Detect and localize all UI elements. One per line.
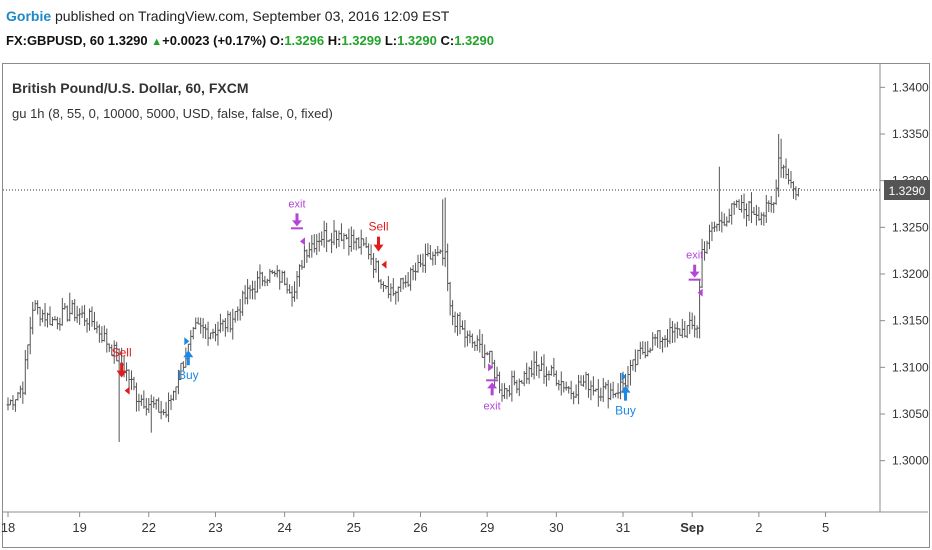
- price-change: +0.0023 (+0.17%): [162, 33, 267, 48]
- y-tick-label: 1.3250: [892, 220, 929, 234]
- high-value: 1.3299: [341, 33, 382, 48]
- x-tick-label: 2: [755, 520, 762, 535]
- buy-arrow-icon: [186, 356, 190, 366]
- y-tick-label: 1.3350: [892, 127, 929, 141]
- buy-entry-marker: [184, 337, 190, 346]
- exit-signal-label: exit: [686, 250, 703, 262]
- y-tick-label: 1.3400: [892, 80, 929, 94]
- x-tick-label: 31: [616, 520, 630, 535]
- x-tick-label: 22: [142, 520, 156, 535]
- low-label: L:: [384, 33, 398, 48]
- x-tick-label: 18: [1, 520, 15, 535]
- sell-arrow-icon: [377, 236, 380, 246]
- close-label: C:: [440, 33, 455, 48]
- sell-arrow-icon: [120, 362, 124, 372]
- exit-bar-mark: [290, 227, 303, 230]
- y-tick-label: 1.3050: [892, 407, 929, 421]
- exit-signal-label: exit: [484, 400, 501, 412]
- x-tick-label: 19: [72, 520, 86, 535]
- author-link[interactable]: Gorbie: [6, 8, 52, 24]
- sell-arrow-icon: [116, 370, 127, 378]
- exit-arrow-icon: [487, 382, 498, 389]
- x-tick-label: Sep: [680, 520, 704, 535]
- exit-entry-marker: [697, 288, 703, 297]
- buy-arrow-icon: [183, 350, 194, 358]
- publish-text: published on TradingView.com, September …: [51, 8, 450, 24]
- x-tick-label: 30: [549, 520, 563, 535]
- legend-title: British Pound/U.S. Dollar, 60, FXCM: [12, 80, 249, 96]
- y-tick-label: 1.3150: [892, 314, 929, 328]
- exit-entry-marker: [488, 363, 494, 372]
- exit-arrow-icon: [693, 264, 697, 273]
- y-tick-label: 1.3000: [892, 454, 929, 468]
- x-tick-label: 5: [822, 520, 829, 535]
- y-tick-label: 1.3100: [892, 360, 929, 374]
- publish-header: Gorbie published on TradingView.com, Sep…: [0, 0, 932, 60]
- publish-line: Gorbie published on TradingView.com, Sep…: [6, 8, 449, 24]
- up-triangle-icon: ▲: [151, 36, 163, 48]
- x-tick-label: 25: [347, 520, 361, 535]
- exit-bar-mark: [486, 379, 499, 382]
- last-price-badge: [884, 180, 930, 200]
- exit-signal-label: exit: [288, 198, 305, 210]
- last-price: 1.3290: [107, 33, 148, 48]
- sell-entry-marker: [124, 386, 130, 395]
- x-tick-label: 29: [480, 520, 494, 535]
- sell-arrow-icon: [373, 244, 384, 252]
- quote-line: FX:GBPUSD, 60 1.3290 ▲+0.0023 (+0.17%) O…: [6, 33, 494, 48]
- exit-arrow-icon: [291, 220, 302, 227]
- buy-signal-label: Buy: [615, 404, 636, 418]
- legend-study: gu 1h (8, 55, 0, 10000, 5000, USD, false…: [12, 106, 333, 121]
- buy-entry-marker: [621, 372, 627, 381]
- sell-signal-label: Sell: [112, 346, 132, 360]
- buy-arrow-icon: [620, 385, 631, 393]
- sell-entry-marker: [381, 260, 387, 269]
- x-tick-label: 24: [277, 520, 291, 535]
- open-value: 1.3296: [284, 33, 325, 48]
- last-price-label: 1.3290: [889, 184, 926, 198]
- exit-arrow-icon: [295, 213, 299, 222]
- low-value: 1.3290: [397, 33, 437, 48]
- chart-frame: [2, 63, 930, 548]
- y-tick-label: 1.3200: [892, 267, 929, 281]
- x-tick-label: 26: [413, 520, 427, 535]
- exit-bar-mark: [688, 278, 701, 281]
- symbol-label: FX:GBPUSD, 60: [6, 33, 105, 48]
- open-label: O:: [269, 33, 285, 48]
- exit-arrow-icon: [490, 387, 494, 396]
- exit-arrow-icon: [689, 271, 700, 278]
- buy-arrow-icon: [624, 391, 627, 401]
- buy-signal-label: Buy: [178, 368, 199, 382]
- close-value: 1.3290: [454, 33, 494, 48]
- x-tick-label: 23: [208, 520, 222, 535]
- exit-entry-marker: [299, 237, 305, 246]
- high-label: H:: [327, 33, 342, 48]
- sell-signal-label: Sell: [368, 220, 388, 234]
